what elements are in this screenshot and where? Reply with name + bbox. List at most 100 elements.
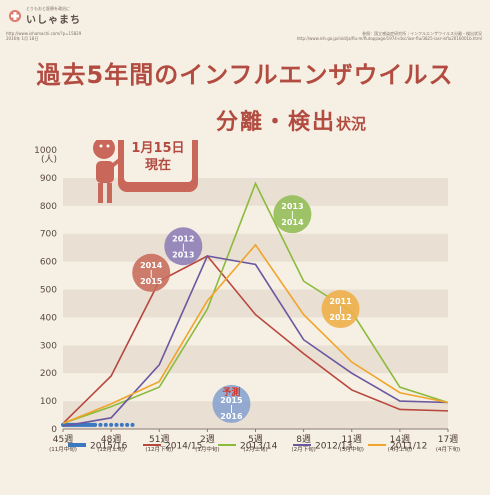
callout-text: 2011 (329, 297, 352, 306)
legend-label: 2014/15 (165, 442, 202, 452)
callout-text: 2013 (172, 250, 194, 259)
page-title: 過去5年間のインフルエンザウイルス (36, 61, 454, 89)
callout-text: 2014 (281, 218, 304, 227)
forecast-dot (98, 422, 103, 427)
x-tick-sublabel: (12月下旬) (145, 445, 173, 453)
x-tick-sublabel: (4月上旬) (388, 445, 412, 453)
x-tick-label: 14週 (390, 434, 410, 445)
chart: 01002003004005006007008009001000(人)45週(1… (34, 140, 460, 453)
series-line-2012-13 (62, 255, 449, 427)
badge-line: 1月15日 (131, 141, 184, 156)
callout-text: 2012 (172, 234, 194, 243)
subtitle-small: 状況 (336, 115, 367, 133)
doctor-leg-icon (107, 183, 112, 203)
callout-bubble (321, 290, 360, 329)
callout-text: 2015 (140, 277, 163, 286)
doctor-eye-icon (99, 144, 103, 148)
source-url[interactable]: http://www.nih.go.jp/niid/ja/flu-m/fluto… (296, 36, 482, 41)
y-tick-label: 400 (40, 313, 57, 323)
callout-text: 2016 (220, 412, 243, 421)
grid-band (63, 289, 448, 318)
x-tick-sublabel: (2月上旬) (243, 445, 267, 453)
x-tick-label: 2週 (200, 434, 215, 445)
callout-bubble (212, 384, 251, 423)
legend-item: 2013/14 (218, 442, 278, 452)
callout-text: 予測 (222, 386, 240, 398)
series-callout: 2012|2013 (164, 227, 203, 266)
callout-text: | (150, 269, 153, 278)
callout-bubble (164, 227, 203, 266)
legend-label: 2015/16 (90, 442, 128, 452)
series-callout: 2013|2014 (273, 195, 312, 234)
page-date: 2016年 1月 18日 (6, 36, 39, 41)
grid-band (63, 205, 448, 234)
y-tick-label: 200 (40, 369, 57, 379)
callout-bubble (273, 195, 312, 234)
x-tick-label: 5週 (248, 434, 263, 445)
forecast-dot (125, 422, 130, 427)
legend-label: 2012/13 (315, 442, 352, 452)
x-tick-sublabel: (1月中旬) (195, 445, 219, 453)
legend-item: 2014/15 (143, 442, 202, 452)
callout-text: 2013 (281, 202, 303, 211)
logo-tagline: とりもおと医療を政治に (26, 6, 70, 11)
legend-label: 2011/12 (390, 442, 427, 452)
callout-text: | (230, 404, 233, 413)
callout-text: 2014 (140, 261, 163, 270)
badge-line: 現在 (145, 157, 171, 173)
callout-text: 2012 (329, 313, 351, 322)
callout-text: 2015 (220, 396, 243, 405)
forecast-dot (119, 422, 124, 427)
logo-name: いしゃまち (26, 15, 81, 26)
x-tick-label: 8週 (296, 434, 311, 445)
subtitle-main: 分離・検出 (216, 110, 337, 135)
doctor-leg-icon (98, 183, 103, 203)
y-tick-label: 600 (40, 258, 57, 268)
y-axis-label: (人) (41, 154, 57, 165)
callout-bubble (132, 253, 171, 292)
source-label: 参照：国立感染症研究所｜インフルエンザウイルス分離・検出状況 (362, 31, 482, 36)
logo[interactable]: とりもおと医療を政治に いしゃまち (8, 6, 81, 26)
y-tick-label: 800 (40, 202, 57, 212)
legend-item: 2011/12 (368, 442, 427, 452)
y-tick-label: 300 (40, 341, 57, 351)
page-url[interactable]: http://www.ishamachi.com/?p=15829 (6, 31, 82, 36)
page-subtitle: 分離・検出状況 (216, 104, 366, 136)
series-line-2011-12 (62, 243, 449, 425)
logo-icon (9, 10, 21, 22)
callout-text: | (339, 305, 342, 314)
x-tick-label: 51週 (149, 434, 169, 445)
doctor-head-icon (93, 140, 115, 159)
meta-right: 参照：国立感染症研究所｜インフルエンザウイルス分離・検出状況 http://ww… (297, 31, 482, 41)
forecast-dot (103, 422, 108, 427)
grid-band (63, 345, 448, 374)
y-tick-label: 700 (40, 230, 57, 240)
y-tick-label: 900 (40, 174, 57, 184)
grid-band (63, 317, 448, 346)
legend-label: 2013/14 (240, 442, 278, 452)
grid-band (63, 261, 448, 290)
series-callout: 2014|2015 (132, 253, 171, 292)
series-line-2014-15 (62, 255, 449, 424)
legend-item: 2012/13 (293, 442, 352, 452)
legend-item: 2015/16 (68, 442, 128, 452)
y-tick-label: 100 (40, 397, 57, 407)
date-badge: 2016年1月15日現在 (118, 140, 198, 192)
x-tick-label: 45週 (53, 434, 73, 445)
y-tick-label: 500 (40, 286, 57, 296)
y-tick-label: 1000 (34, 146, 57, 156)
x-tick-sublabel: (11月中旬) (49, 445, 77, 453)
forecast-dot (130, 422, 135, 427)
y-tick-label: 0 (51, 425, 57, 435)
doctor-eye-icon (106, 144, 110, 148)
callout-text: | (182, 242, 185, 251)
callout-text: | (291, 210, 294, 219)
x-tick-label: 48週 (101, 434, 121, 445)
grid-band (63, 233, 448, 262)
tablet-screen-icon (124, 140, 192, 182)
x-tick-label: 17週 (438, 434, 458, 445)
doctor-body-icon (96, 161, 114, 183)
x-tick-sublabel: (12月上旬) (97, 445, 125, 453)
